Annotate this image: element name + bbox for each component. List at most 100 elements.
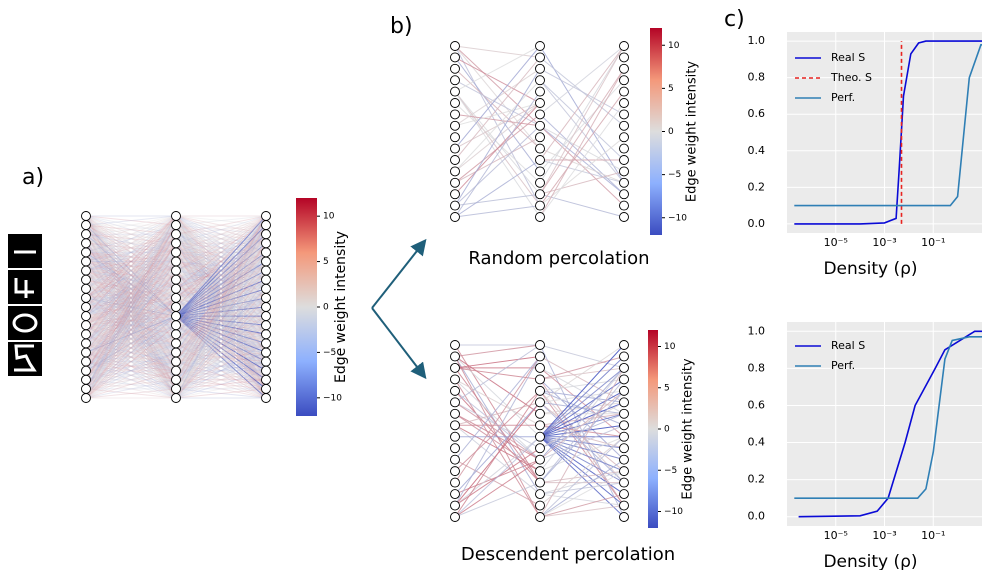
edge bbox=[85, 261, 177, 326]
edge bbox=[175, 270, 267, 372]
edge bbox=[175, 215, 267, 244]
edge bbox=[85, 251, 177, 262]
edge bbox=[85, 233, 177, 253]
edge bbox=[85, 342, 177, 353]
edge bbox=[85, 342, 177, 390]
edge bbox=[85, 324, 177, 399]
edge bbox=[175, 352, 267, 390]
edge bbox=[539, 367, 625, 472]
edge bbox=[85, 233, 177, 362]
edge bbox=[85, 352, 177, 390]
edge bbox=[175, 288, 267, 317]
edge bbox=[85, 306, 177, 344]
edge bbox=[175, 215, 267, 244]
edge bbox=[85, 242, 177, 308]
node bbox=[535, 500, 545, 511]
edge bbox=[175, 270, 267, 399]
edge bbox=[85, 242, 177, 253]
edge bbox=[175, 279, 267, 326]
edge bbox=[175, 261, 267, 335]
edge bbox=[85, 224, 177, 353]
edge bbox=[175, 261, 267, 372]
edge bbox=[175, 261, 267, 381]
chart: 0.0 0.2 0.4 0.6 0.8 1.0 10⁻⁵ 10⁻³ 10⁻¹ Density (ρ… bbox=[748, 322, 982, 570]
node bbox=[450, 98, 460, 108]
edge bbox=[85, 233, 177, 390]
node bbox=[619, 98, 629, 108]
edge bbox=[85, 233, 177, 262]
node bbox=[171, 383, 181, 394]
edge bbox=[85, 270, 177, 353]
edge bbox=[85, 252, 177, 344]
node bbox=[171, 229, 181, 240]
node bbox=[450, 212, 460, 222]
node bbox=[171, 211, 181, 221]
edge bbox=[175, 370, 267, 399]
edge bbox=[85, 288, 177, 308]
edge bbox=[85, 252, 177, 399]
series-line bbox=[798, 330, 982, 518]
edge bbox=[85, 324, 177, 381]
edge bbox=[85, 288, 177, 335]
node bbox=[619, 155, 629, 165]
edge bbox=[175, 324, 267, 381]
node bbox=[171, 320, 181, 331]
edge bbox=[175, 270, 267, 317]
edge bbox=[175, 324, 267, 344]
edge bbox=[175, 370, 267, 390]
edge bbox=[85, 215, 177, 390]
edge bbox=[85, 251, 177, 308]
node bbox=[535, 143, 545, 154]
edge bbox=[85, 270, 177, 299]
edge bbox=[85, 261, 177, 390]
edge bbox=[539, 493, 625, 518]
edge bbox=[85, 315, 177, 344]
edge bbox=[175, 215, 267, 362]
edge bbox=[175, 342, 267, 399]
edge bbox=[85, 224, 177, 244]
node bbox=[450, 512, 460, 522]
edge bbox=[175, 243, 267, 399]
edge bbox=[85, 370, 177, 381]
edge bbox=[85, 315, 177, 381]
node bbox=[450, 477, 460, 488]
edge bbox=[85, 297, 177, 353]
edge bbox=[85, 224, 177, 381]
edge bbox=[175, 215, 267, 308]
edge bbox=[85, 288, 177, 390]
edge bbox=[175, 352, 267, 372]
edge bbox=[85, 297, 177, 344]
edge bbox=[175, 251, 267, 262]
edge bbox=[175, 352, 267, 381]
edge bbox=[454, 102, 541, 195]
edge bbox=[175, 315, 267, 381]
edge bbox=[175, 297, 267, 344]
edge bbox=[539, 459, 625, 518]
node bbox=[535, 109, 545, 120]
panel-label: c) bbox=[724, 7, 745, 32]
node bbox=[171, 393, 181, 403]
edge bbox=[85, 252, 177, 335]
edge bbox=[85, 215, 177, 253]
edge bbox=[85, 252, 177, 399]
node bbox=[450, 52, 460, 63]
edge bbox=[539, 367, 625, 518]
edge bbox=[85, 324, 177, 353]
node bbox=[81, 356, 91, 367]
edge bbox=[85, 279, 177, 308]
edge bbox=[454, 344, 541, 403]
edge bbox=[454, 436, 541, 506]
y-tick-label: 0.2 bbox=[748, 180, 766, 193]
edge bbox=[175, 215, 267, 371]
edge bbox=[85, 279, 177, 362]
edge bbox=[85, 224, 177, 281]
edge bbox=[85, 261, 177, 281]
node bbox=[535, 489, 545, 500]
edge bbox=[85, 224, 177, 326]
series-line bbox=[794, 44, 982, 207]
edge bbox=[175, 215, 267, 226]
legend-label: Real S bbox=[831, 339, 865, 352]
node bbox=[171, 265, 181, 276]
edge bbox=[175, 333, 267, 390]
edge bbox=[175, 306, 267, 381]
